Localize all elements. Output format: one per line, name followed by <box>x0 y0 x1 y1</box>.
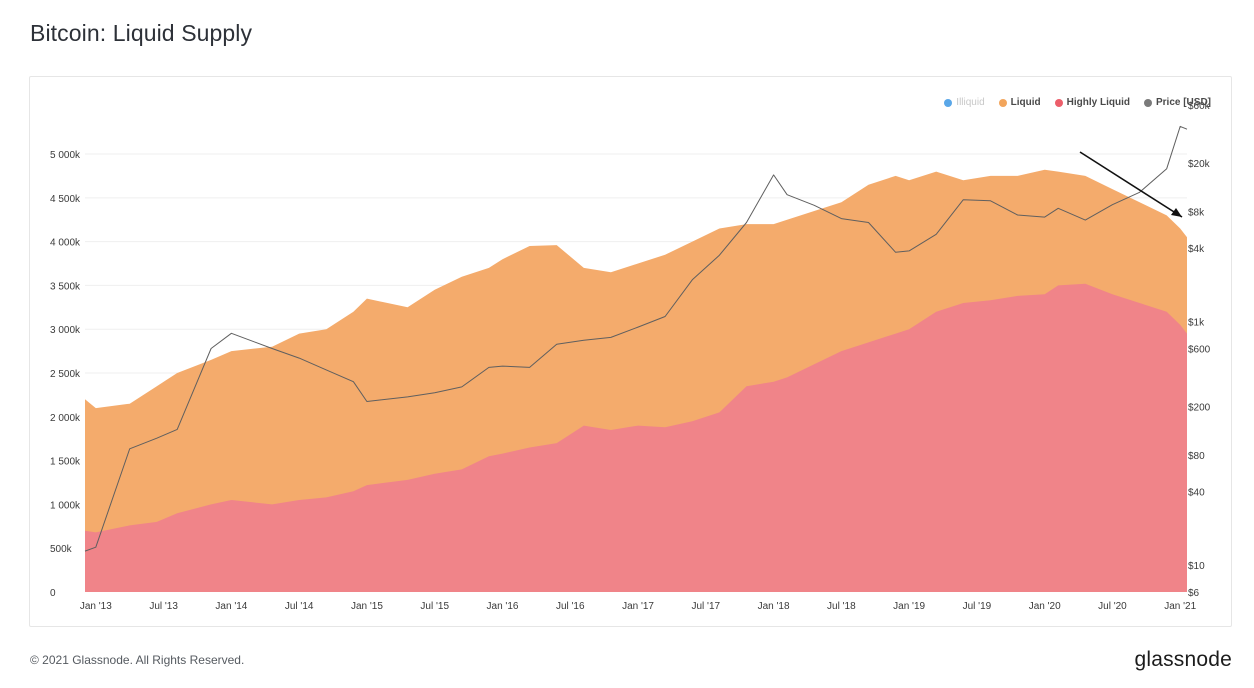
x-tick-label: Jul '15 <box>420 601 449 612</box>
x-tick-label: Jan '13 <box>80 601 112 612</box>
x-tick-label: Jan '16 <box>487 601 519 612</box>
annotation-arrow-head <box>1171 208 1182 217</box>
x-tick-label: Jul '13 <box>149 601 178 612</box>
glassnode-logo[interactable]: glassnode <box>1134 648 1232 671</box>
y-right-tick-label: $4k <box>1188 244 1205 255</box>
legend-dot-highly-liquid <box>1054 98 1063 107</box>
price-series <box>84 125 1188 552</box>
x-tick-label: Jul '20 <box>1098 601 1127 612</box>
legend-item-liquid[interactable]: Liquid <box>998 97 1041 108</box>
y-axis-left: 0 500k 1 000k 1 500k 2 000k 2 500k 3 000k 3 500… <box>50 150 81 599</box>
y-axis-right: $6 $10 $40 $80 $200 $600 $1k $4k $8k $20k $60k <box>1188 101 1211 599</box>
y-left-tick-label: 4 500k <box>50 194 81 205</box>
y-right-tick-label: $1k <box>1188 317 1205 328</box>
legend-dot-liquid <box>998 98 1007 107</box>
x-tick-label: Jul '16 <box>556 601 585 612</box>
y-right-tick-label: $600 <box>1188 345 1211 356</box>
x-tick-label: Jul '18 <box>827 601 856 612</box>
area-series <box>85 169 1187 593</box>
x-tick-label: Jan '14 <box>215 601 247 612</box>
y-left-tick-label: 2 000k <box>50 413 81 424</box>
y-left-tick-label: 3 500k <box>50 281 81 292</box>
legend-label-highly-liquid: Highly Liquid <box>1066 97 1130 108</box>
x-tick-label: Jan '20 <box>1029 601 1061 612</box>
y-right-tick-label: $8k <box>1188 208 1205 219</box>
annotation-arrow-shaft <box>1079 151 1183 218</box>
legend-item-highly-liquid[interactable]: Highly Liquid <box>1054 97 1130 108</box>
page-title: Bitcoin: Liquid Supply <box>30 20 253 46</box>
legend-dot-illiquid <box>944 98 953 107</box>
y-right-tick-label: $6 <box>1188 588 1200 599</box>
x-tick-label: Jul '19 <box>963 601 992 612</box>
legend-label-price: Price [USD] <box>1155 97 1211 108</box>
y-left-tick-label: 5 000k <box>50 150 81 161</box>
chart-legend: Illiquid Liquid Highly Liquid Price [USD… <box>944 97 1211 108</box>
copyright-text: © 2021 Glassnode. All Rights Reserved. <box>30 653 245 667</box>
y-left-tick-label: 500k <box>50 544 73 555</box>
x-tick-label: Jul '17 <box>692 601 721 612</box>
y-left-tick-label: 1 000k <box>50 500 81 511</box>
legend-item-illiquid[interactable]: Illiquid <box>944 97 985 108</box>
y-left-tick-label: 4 000k <box>50 238 81 249</box>
y-left-tick-label: 3 000k <box>50 325 81 336</box>
x-tick-label: Jan '17 <box>622 601 654 612</box>
x-axis: Jan '13 Jul '13 Jan '14 Jul '14 Jan '15 Jul '… <box>80 601 1197 612</box>
annotation-arrow <box>1079 151 1183 218</box>
x-tick-label: Jan '19 <box>893 601 925 612</box>
y-right-tick-label: $40 <box>1188 488 1205 499</box>
x-tick-label: Jan '18 <box>758 601 790 612</box>
x-tick-label: Jan '15 <box>351 601 383 612</box>
y-left-tick-label: 2 500k <box>50 369 81 380</box>
y-right-tick-label: $20k <box>1188 159 1211 170</box>
y-right-tick-label: $80 <box>1188 451 1205 462</box>
price-line <box>84 125 1188 552</box>
y-left-tick-label: 1 500k <box>50 457 81 468</box>
x-tick-label: Jul '14 <box>285 601 314 612</box>
legend-item-price[interactable]: Price [USD] <box>1143 97 1211 108</box>
highly-liquid-area <box>85 283 1187 592</box>
x-tick-label: Jan '21 <box>1164 601 1196 612</box>
legend-label-liquid: Liquid <box>1010 97 1041 108</box>
legend-dot-price <box>1143 98 1152 107</box>
y-right-tick-label: $10 <box>1188 561 1205 572</box>
legend-label-illiquid: Illiquid <box>956 97 985 108</box>
y-right-tick-label: $200 <box>1188 403 1211 414</box>
y-left-tick-label: 0 <box>50 588 56 599</box>
y-right-tick-label: $60k <box>1188 101 1211 112</box>
